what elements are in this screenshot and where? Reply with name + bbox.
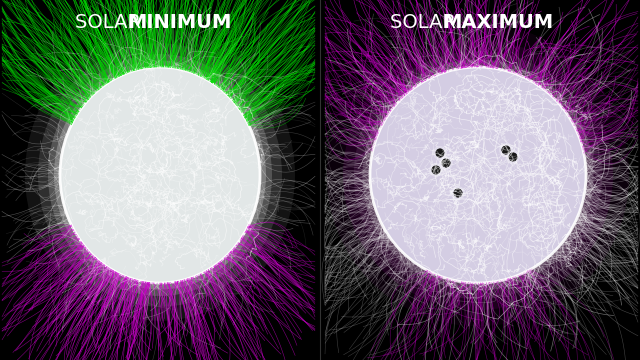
Ellipse shape <box>451 186 465 200</box>
Ellipse shape <box>60 67 260 283</box>
Ellipse shape <box>509 153 518 162</box>
Text: MAXIMUM: MAXIMUM <box>442 13 553 31</box>
Ellipse shape <box>431 166 440 175</box>
Ellipse shape <box>435 148 445 158</box>
Ellipse shape <box>48 54 272 296</box>
Ellipse shape <box>362 59 593 291</box>
Ellipse shape <box>343 40 613 310</box>
Ellipse shape <box>433 146 447 160</box>
Text: SOLAR: SOLAR <box>390 13 462 31</box>
Ellipse shape <box>502 145 511 154</box>
Ellipse shape <box>499 143 513 157</box>
Ellipse shape <box>506 150 520 164</box>
Ellipse shape <box>442 158 451 167</box>
Ellipse shape <box>429 163 443 177</box>
Ellipse shape <box>454 189 463 198</box>
Ellipse shape <box>54 60 266 289</box>
Ellipse shape <box>38 43 282 307</box>
Ellipse shape <box>327 24 629 326</box>
Ellipse shape <box>439 156 453 170</box>
Ellipse shape <box>370 67 586 283</box>
Ellipse shape <box>354 51 602 299</box>
Ellipse shape <box>25 29 295 321</box>
Text: SOLAR: SOLAR <box>75 13 147 31</box>
Text: MINIMUM: MINIMUM <box>127 13 232 31</box>
